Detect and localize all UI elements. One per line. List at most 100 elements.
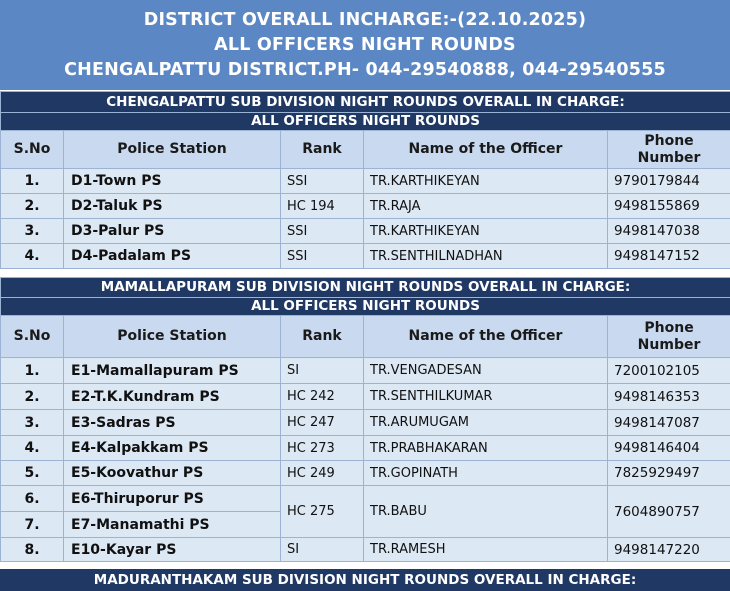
- col-phone-header-line1: Phone: [644, 132, 694, 149]
- row-sno: 3.: [0, 409, 64, 436]
- row-phone: 9498147152: [606, 243, 730, 269]
- section-title-row: MAMALLAPURAM SUB DIVISION NIGHT ROUNDS O…: [0, 277, 730, 298]
- row-officer: TR.RAMESH: [363, 537, 608, 562]
- row-rank: HC 249: [280, 460, 364, 486]
- row-rank: SI: [280, 537, 364, 562]
- table-row: 2. E2-T.K.Kundram PS HC 242 TR.SENTHILKU…: [0, 383, 730, 410]
- row-station: E5-Koovathur PS: [63, 460, 281, 486]
- row-station: D2-Taluk PS: [63, 193, 281, 219]
- row-station: E2-T.K.Kundram PS: [63, 383, 281, 410]
- col-sno-header: S.No: [0, 130, 64, 169]
- table-row: 2. D2-Taluk PS HC 194 TR.RAJA 9498155869: [0, 193, 730, 219]
- table-row: 7. E7-Manamathi PS: [0, 511, 730, 538]
- row-officer: TR.ARUMUGAM: [363, 409, 608, 436]
- col-officer-header: Name of the Officer: [363, 315, 608, 358]
- row-station: E10-Kayar PS: [63, 537, 281, 562]
- row-officer: TR.SENTHILKUMAR: [363, 383, 608, 410]
- district-header: DISTRICT OVERALL INCHARGE:-(22.10.2025) …: [0, 0, 730, 90]
- row-station: E6-Thiruporur PS: [63, 485, 281, 512]
- col-phone-header-line2: Number: [637, 149, 701, 166]
- section-subtitle-row: ALL OFFICERS NIGHT ROUNDS: [0, 112, 730, 131]
- row-sno: 1.: [0, 357, 64, 384]
- district-header-line2: ALL OFFICERS NIGHT ROUNDS: [214, 34, 516, 55]
- row-station: E1-Mamallapuram PS: [63, 357, 281, 384]
- row-rank: SSI: [280, 243, 364, 269]
- row-officer: TR.KARTHIKEYAN: [363, 168, 608, 194]
- col-sno-header: S.No: [0, 315, 64, 358]
- district-header-line3: CHENGALPATTU DISTRICT.PH- 044-29540888, …: [64, 59, 666, 80]
- row-rank: HC 275: [280, 485, 364, 538]
- col-phone-header: Phone Number: [606, 315, 730, 358]
- row-sno: 6.: [0, 485, 64, 512]
- row-officer: TR.PRABHAKARAN: [363, 435, 608, 461]
- row-rank: HC 247: [280, 409, 364, 436]
- row-phone: 9498155869: [606, 193, 730, 219]
- table-row: 3. D3-Palur PS SSI TR.KARTHIKEYAN 949814…: [0, 218, 730, 244]
- row-officer: TR.RAJA: [363, 193, 608, 219]
- row-phone: 9790179844: [606, 168, 730, 194]
- row-phone: 9498147087: [606, 409, 730, 436]
- row-sno: 4.: [0, 243, 64, 269]
- table-row: 8. E10-Kayar PS SI TR.RAMESH 9498147220: [0, 537, 730, 562]
- section3-title: MADURANTHAKAM SUB DIVISION NIGHT ROUNDS …: [0, 569, 730, 591]
- row-sno: 7.: [0, 511, 64, 538]
- col-phone-header: Phone Number: [606, 130, 730, 169]
- mamallapuram-table: MAMALLAPURAM SUB DIVISION NIGHT ROUNDS O…: [0, 277, 730, 562]
- row-sno: 1.: [0, 168, 64, 194]
- row-officer: TR.VENGADESAN: [363, 357, 608, 384]
- row-station: E3-Sadras PS: [63, 409, 281, 436]
- row-rank: SSI: [280, 168, 364, 194]
- section-title: MAMALLAPURAM SUB DIVISION NIGHT ROUNDS O…: [0, 277, 730, 298]
- row-rank: HC 273: [280, 435, 364, 461]
- row-station: E4-Kalpakkam PS: [63, 435, 281, 461]
- row-phone: 9498147038: [606, 218, 730, 244]
- row-sno: 2.: [0, 383, 64, 410]
- row-rank: SI: [280, 357, 364, 384]
- table-row: 5. E5-Koovathur PS HC 249 TR.GOPINATH 78…: [0, 460, 730, 486]
- table-row: 4. D4-Padalam PS SSI TR.SENTHILNADHAN 94…: [0, 243, 730, 269]
- col-phone-header-line1: Phone: [644, 319, 694, 336]
- table-row: 1. D1-Town PS SSI TR.KARTHIKEYAN 9790179…: [0, 168, 730, 194]
- table-row: 6. E6-Thiruporur PS HC 275 TR.BABU 76048…: [0, 485, 730, 538]
- row-rank: SSI: [280, 218, 364, 244]
- district-header-line1: DISTRICT OVERALL INCHARGE:-(22.10.2025): [143, 9, 587, 30]
- row-sno: 3.: [0, 218, 64, 244]
- row-phone: 9498147220: [606, 537, 730, 562]
- row-officer: TR.SENTHILNADHAN: [363, 243, 608, 269]
- table-row: 3. E3-Sadras PS HC 247 TR.ARUMUGAM 94981…: [0, 409, 730, 436]
- col-station-header: Police Station: [63, 130, 281, 169]
- section-subtitle: ALL OFFICERS NIGHT ROUNDS: [0, 112, 730, 131]
- row-rank: HC 242: [280, 383, 364, 410]
- chengalpattu-table: CHENGALPATTU SUB DIVISION NIGHT ROUNDS O…: [0, 91, 730, 269]
- row-officer: TR.KARTHIKEYAN: [363, 218, 608, 244]
- row-sno: 5.: [0, 460, 64, 486]
- row-station: D1-Town PS: [63, 168, 281, 194]
- row-sno: 8.: [0, 537, 64, 562]
- row-officer: TR.BABU: [363, 485, 608, 538]
- row-sno: 2.: [0, 193, 64, 219]
- col-station-header: Police Station: [63, 315, 281, 358]
- table-row: 4. E4-Kalpakkam PS HC 273 TR.PRABHAKARAN…: [0, 435, 730, 461]
- table-row: 1. E1-Mamallapuram PS SI TR.VENGADESAN 7…: [0, 357, 730, 384]
- row-sno: 4.: [0, 435, 64, 461]
- section-subtitle-row: ALL OFFICERS NIGHT ROUNDS: [0, 297, 730, 316]
- section-subtitle: ALL OFFICERS NIGHT ROUNDS: [0, 297, 730, 316]
- row-phone: 7825929497: [606, 460, 730, 486]
- section-title-row: CHENGALPATTU SUB DIVISION NIGHT ROUNDS O…: [0, 91, 730, 113]
- column-header-row: S.No Police Station Rank Name of the Off…: [0, 315, 730, 358]
- row-station: D3-Palur PS: [63, 218, 281, 244]
- row-officer: TR.GOPINATH: [363, 460, 608, 486]
- section-title: CHENGALPATTU SUB DIVISION NIGHT ROUNDS O…: [0, 91, 730, 113]
- row-phone: 9498146404: [606, 435, 730, 461]
- row-phone: 7200102105: [606, 357, 730, 384]
- column-header-row: S.No Police Station Rank Name of the Off…: [0, 130, 730, 169]
- row-station: D4-Padalam PS: [63, 243, 281, 269]
- row-station: E7-Manamathi PS: [63, 511, 281, 538]
- row-phone: 7604890757: [606, 485, 730, 538]
- col-rank-header: Rank: [280, 130, 364, 169]
- col-officer-header: Name of the Officer: [363, 130, 608, 169]
- col-rank-header: Rank: [280, 315, 364, 358]
- col-phone-header-line2: Number: [637, 336, 701, 353]
- row-phone: 9498146353: [606, 383, 730, 410]
